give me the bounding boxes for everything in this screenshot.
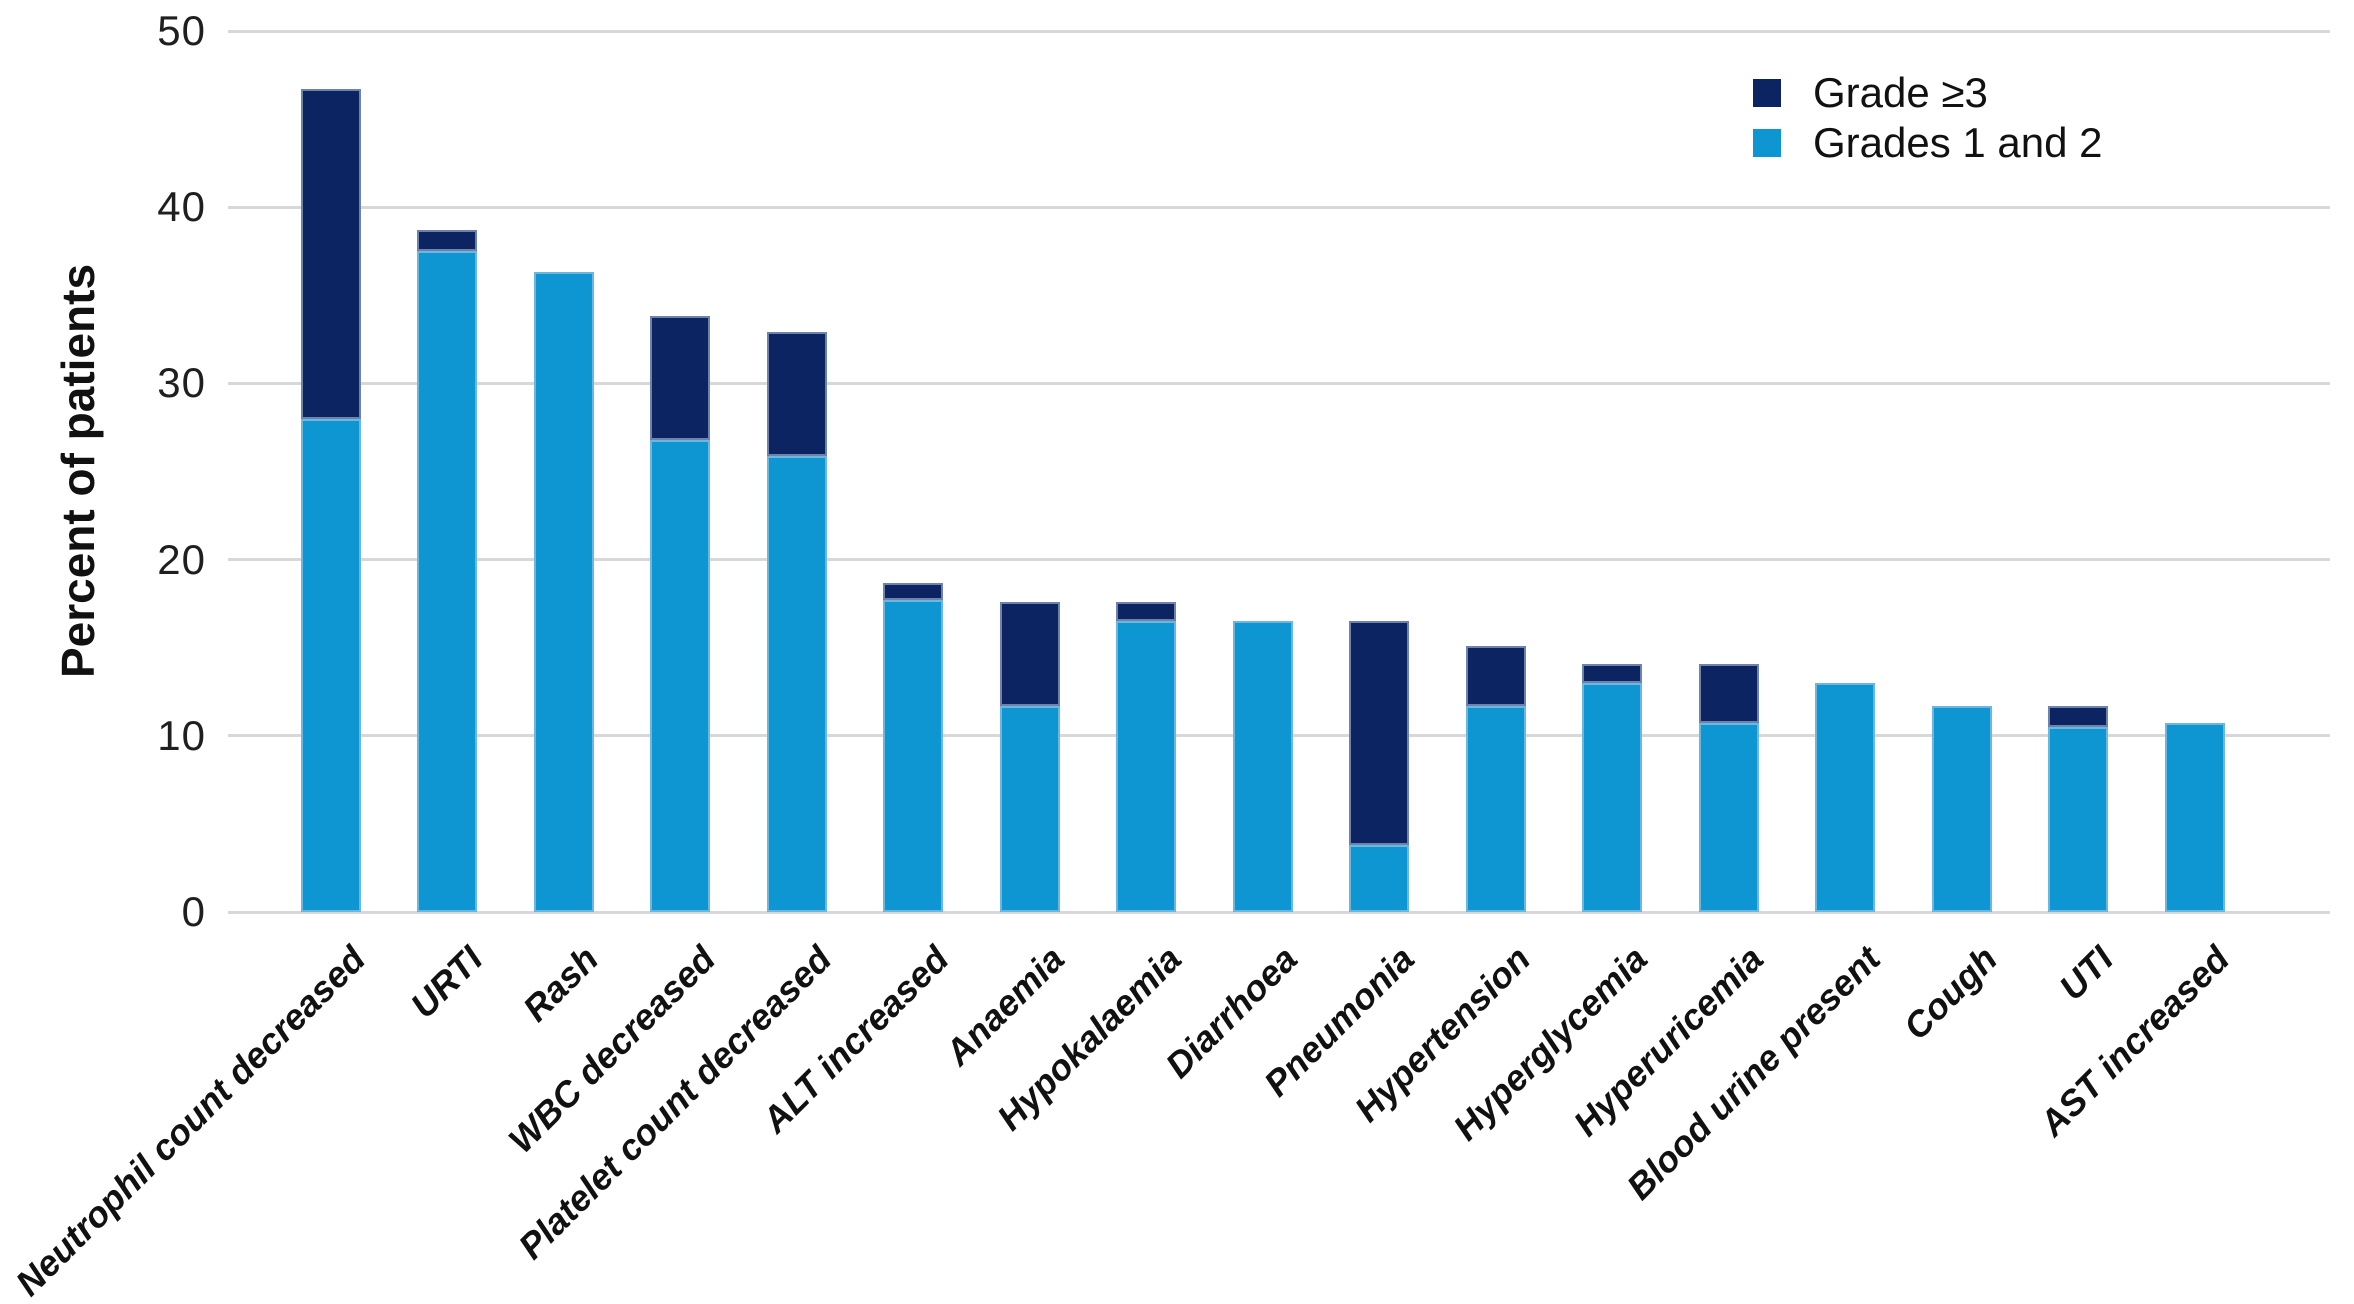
bar-segment-grade-3plus: [1465, 645, 1526, 706]
bar-segment-grades-1-2: [1815, 682, 1875, 912]
bar-segment-grade-3plus: [999, 601, 1060, 706]
bar-segment-grade-3plus: [766, 332, 827, 456]
bar-segment-grade-3plus: [417, 230, 477, 252]
bar-segment-grades-1-2: [533, 272, 594, 912]
bar-segment-grade-3plus: [1582, 663, 1642, 683]
y-tick-label-30: 30: [157, 359, 206, 407]
bar-segment-grade-3plus: [650, 316, 710, 440]
bar-segment-grade-3plus: [2048, 705, 2108, 727]
gridline-y-0: [228, 910, 2330, 914]
x-category-label: Cough: [1894, 938, 2005, 1048]
bar-segment-grade-3plus: [300, 89, 361, 419]
bar-segment-grades-1-2: [2048, 726, 2108, 912]
x-category-label: UTI: [2050, 938, 2121, 1009]
gridline-y-40: [228, 205, 2330, 209]
bar-segment-grades-1-2: [300, 418, 361, 912]
legend-label: Grade ≥3: [1813, 69, 1988, 116]
y-tick-label-20: 20: [157, 535, 206, 583]
gridline-y-30: [228, 381, 2330, 385]
x-category-label: Rash: [515, 938, 607, 1030]
bar-segment-grades-1-2: [1232, 621, 1293, 912]
bar-segment-grades-1-2: [1698, 723, 1759, 912]
bar-segment-grades-1-2: [1349, 845, 1409, 912]
bar-segment-grades-1-2: [650, 439, 710, 912]
y-tick-label-10: 10: [157, 711, 206, 759]
bar-segment-grades-1-2: [999, 705, 1060, 912]
bar-segment-grades-1-2: [1582, 682, 1642, 912]
legend-item-1: Grades 1 and 2: [1753, 118, 2103, 168]
bar-segment-grade-3plus: [1349, 621, 1409, 846]
bar-segment-grades-1-2: [883, 600, 943, 912]
bar-segment-grade-3plus: [1698, 663, 1759, 724]
legend-item-0: Grade ≥3: [1753, 68, 2103, 118]
x-category-label: URTI: [402, 938, 490, 1026]
x-category-label: Neutrophil count decreased: [7, 938, 374, 1304]
gridline-y-50: [228, 29, 2330, 33]
bar-segment-grades-1-2: [1116, 621, 1176, 912]
legend-label: Grades 1 and 2: [1813, 119, 2103, 166]
legend-swatch-icon: [1753, 79, 1781, 107]
bar-segment-grades-1-2: [2164, 723, 2225, 912]
legend: Grade ≥3 Grades 1 and 2: [1753, 68, 2103, 168]
y-tick-label-0: 0: [181, 888, 206, 935]
gridline-y-20: [228, 558, 2330, 562]
bar-segment-grades-1-2: [1931, 705, 1992, 912]
x-category-label: WBC decreased: [500, 938, 723, 1161]
bar-segment-grades-1-2: [417, 251, 477, 912]
bar-segment-grade-3plus: [1116, 601, 1176, 622]
legend-swatch-icon: [1753, 129, 1781, 157]
y-tick-label-40: 40: [157, 183, 206, 231]
y-tick-label-50: 50: [157, 7, 206, 54]
bar-segment-grades-1-2: [1465, 705, 1526, 912]
bar-segment-grade-3plus: [883, 582, 943, 601]
y-axis-title: Percent of patients: [52, 263, 104, 679]
bar-segment-grades-1-2: [766, 455, 827, 912]
